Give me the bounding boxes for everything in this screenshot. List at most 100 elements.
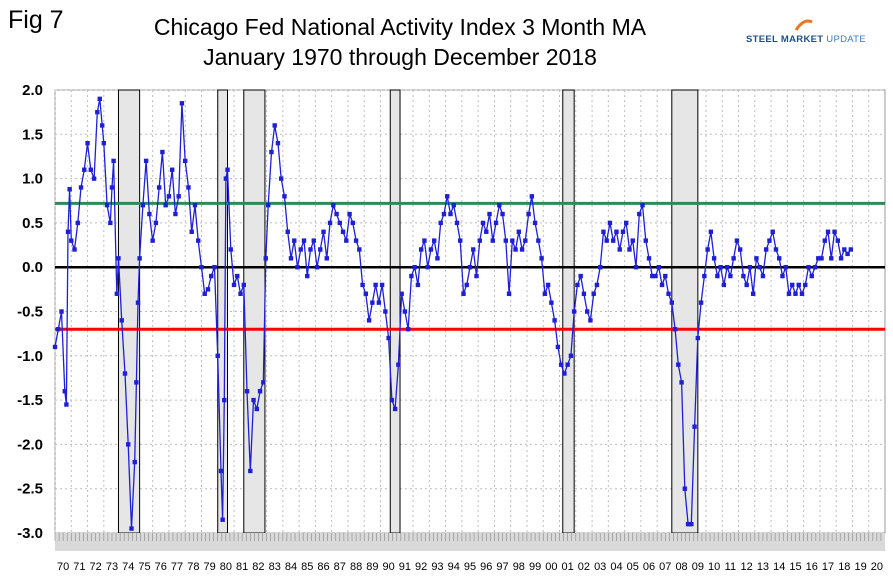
data-point: [464, 282, 469, 288]
data-point: [235, 273, 240, 279]
logo-word-market: MARKET: [780, 34, 824, 45]
data-point: [516, 229, 522, 234]
data-point: [666, 291, 671, 296]
data-point: [448, 211, 453, 217]
data-point: [708, 229, 714, 234]
recession-bands: [117, 89, 699, 534]
data-point: [363, 291, 369, 296]
x-tick-label: 91: [399, 561, 411, 573]
data-point: [199, 265, 204, 270]
data-point: [835, 238, 841, 243]
data-point: [376, 300, 382, 305]
data-point: [571, 309, 577, 314]
data-point: [101, 140, 107, 146]
data-point: [104, 202, 110, 208]
x-tick-label: 17: [822, 561, 834, 573]
data-point: [379, 282, 385, 288]
figure-label: Fig 7: [8, 6, 64, 34]
data-point: [72, 247, 77, 252]
data-point: [510, 238, 515, 243]
data-point: [327, 220, 333, 226]
data-point: [402, 309, 408, 314]
data-point: [698, 300, 704, 305]
data-point: [786, 291, 792, 296]
data-point: [734, 238, 740, 243]
data-point: [373, 282, 378, 288]
data-point: [812, 265, 818, 270]
x-axis: 70 71 72 73 74 75 76 77 78 79 80 81 82 83 84 85 86 87 88 89…: [54, 533, 885, 573]
data-point: [493, 220, 499, 226]
data-point: [770, 229, 775, 234]
data-point: [796, 282, 801, 288]
data-point: [721, 282, 727, 288]
data-point: [425, 265, 430, 270]
data-point: [539, 256, 544, 261]
x-tick-label: 98: [513, 561, 525, 573]
data-point: [218, 468, 224, 474]
data-point: [360, 282, 365, 288]
data-point: [122, 371, 128, 376]
data-point: [114, 291, 120, 296]
data-point: [56, 327, 61, 332]
y-tick-label: 0.5: [22, 215, 43, 232]
data-point: [308, 247, 313, 252]
data-point: [679, 380, 684, 385]
data-point: [438, 220, 443, 226]
data-point: [773, 247, 779, 252]
data-point: [156, 185, 162, 190]
data-point: [389, 397, 395, 403]
data-point: [692, 424, 697, 429]
data-point: [305, 273, 310, 279]
y-tick-label: 1.5: [22, 126, 43, 143]
data-point: [724, 265, 730, 270]
x-tick-label: 07: [659, 561, 671, 573]
data-point: [650, 273, 655, 279]
x-tick-label: 06: [643, 561, 655, 573]
data-point: [366, 318, 372, 323]
data-point: [454, 220, 460, 226]
data-point: [848, 247, 854, 252]
data-point: [526, 211, 531, 217]
data-point: [445, 194, 450, 199]
data-point: [370, 300, 375, 305]
x-tick-label: 81: [236, 561, 248, 573]
data-point: [480, 220, 486, 226]
x-tick-label: 72: [90, 561, 102, 573]
data-point: [220, 517, 225, 522]
data-point: [588, 318, 593, 323]
data-point: [532, 220, 538, 226]
x-tick-label: 03: [594, 561, 606, 573]
data-point: [783, 265, 788, 270]
logo-text: STEEL MARKET UPDATE: [746, 34, 866, 45]
data-point: [441, 211, 447, 217]
data-point: [222, 397, 227, 403]
data-point: [825, 229, 831, 234]
x-tick-label: 88: [350, 561, 362, 573]
data-point: [179, 101, 185, 106]
x-tick-label: 74: [122, 561, 134, 573]
data-point: [754, 256, 759, 261]
data-point: [228, 247, 233, 252]
data-point: [182, 158, 188, 164]
data-point: [261, 380, 266, 385]
x-tick-label: 20: [871, 561, 883, 573]
x-tick-label: 94: [448, 561, 460, 573]
data-point: [137, 256, 142, 261]
data-point: [637, 211, 642, 217]
data-point: [809, 273, 814, 279]
data-point: [257, 389, 263, 394]
data-point: [806, 265, 811, 270]
data-point: [59, 309, 64, 314]
data-point: [135, 300, 141, 305]
data-point: [750, 291, 756, 296]
data-point: [536, 238, 541, 243]
x-tick-label: 05: [627, 561, 639, 573]
data-point: [555, 344, 561, 350]
logo-word-update: UPDATE: [826, 34, 866, 45]
x-tick-label: 89: [366, 561, 378, 573]
x-tick-label: 14: [773, 561, 785, 573]
x-tick-label: 92: [415, 561, 427, 573]
y-tick-label: 2.0: [22, 82, 43, 99]
x-tick-label: 80: [220, 561, 232, 573]
x-tick-label: 75: [138, 561, 150, 573]
